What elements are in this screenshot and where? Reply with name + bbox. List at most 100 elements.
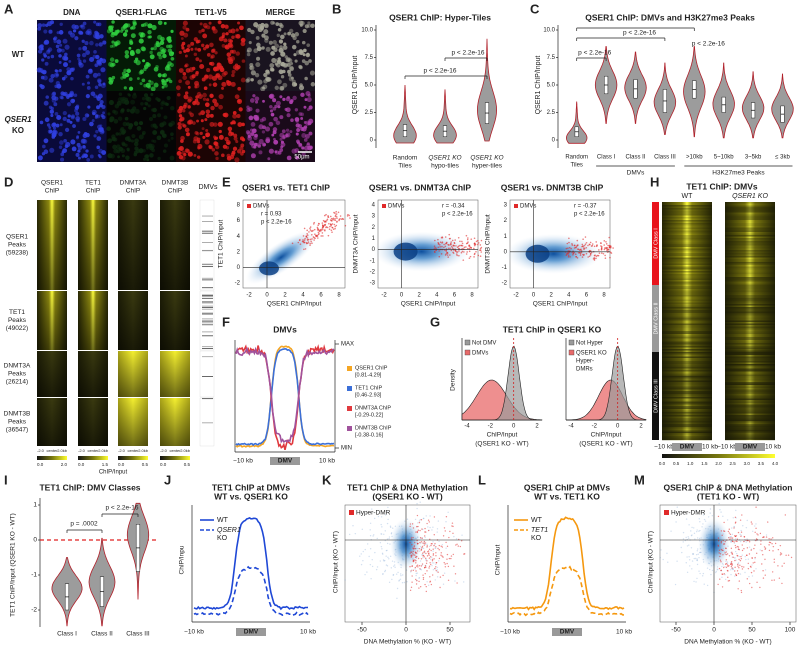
row-label: (49022) [6,325,28,332]
nucleus [193,37,198,42]
nucleus [294,59,298,63]
nucleus [308,105,313,110]
nucleus [194,80,200,86]
density-core [259,261,279,276]
dmv-point [291,242,294,245]
nucleus [231,35,235,40]
heatmap-row [725,206,775,208]
dmv-point [344,224,347,227]
heatmap-row [725,268,775,270]
dmv-point [585,252,588,255]
nucleus [177,125,182,130]
nucleus [115,41,119,46]
stat: r = 0.93 [261,212,282,218]
panel-subtitle: WT vs. QSER1 KO [214,491,288,501]
hyper-dmr-point [743,540,745,543]
nucleus [161,73,166,78]
tick-label: 0.5 [673,461,680,466]
dmv-point [297,241,300,244]
hyper-dmr-point [730,565,733,568]
point [399,578,402,580]
stat: p < 2.2e-16 [574,212,605,218]
nucleus [217,75,223,81]
heatmap-row [662,256,712,258]
heatmap-row [725,274,775,276]
nucleus [196,137,201,142]
dmv-point [460,251,463,254]
hyper-dmr-point [751,586,753,589]
heatmap-row [725,224,775,226]
point [730,540,733,542]
hyper-dmr-point [420,558,423,560]
panel-subtitle: (TET1 KO - WT) [697,491,759,501]
nucleus [263,29,269,35]
tick-label: 4 [301,293,305,299]
heatmap-row [662,374,712,376]
nucleus [275,62,281,68]
dmv-point [573,247,576,249]
hyper-dmr-point [456,582,458,584]
point [436,569,439,571]
dmv-point [452,252,455,254]
hyper-dmr-point [754,556,756,559]
nucleus [52,126,57,130]
hyper-dmr-point [718,549,721,551]
heatmap-row [662,350,712,352]
point [427,526,429,528]
dmv-point [324,220,326,222]
hyper-dmr-point [736,545,739,548]
nucleus [278,69,284,74]
heatmap-row [725,376,775,378]
nucleus [53,39,57,44]
hyper-dmr-point [770,538,772,540]
heatmap-row [662,277,712,279]
nucleus [115,132,119,136]
legend-label: DNMT3B ChIP [355,425,392,431]
point [711,569,714,572]
tick-label: -2 [513,293,519,299]
tick-label: 5.0 [365,83,374,89]
heatmap-row [725,400,775,402]
point [699,572,701,575]
nucleus [148,79,152,83]
dmv-point [445,253,448,255]
hyper-dmr-point [444,566,447,568]
point [730,569,732,571]
point [369,529,371,531]
panel-letter: L [478,472,486,487]
dmv-point [455,251,458,253]
point [422,557,424,559]
hyper-dmr-point [717,515,720,518]
legend-label: WT [531,517,543,524]
point [383,560,385,562]
legend-label: Not DMV [472,341,496,347]
stat: p < 2.2e-16 [261,220,292,226]
heatmap-row [725,263,775,265]
nucleus [292,95,297,101]
nucleus [306,97,312,103]
nucleus [232,121,236,125]
nucleus [107,138,113,144]
hyper-dmr-point [772,545,775,548]
point [690,534,693,537]
heatmap-row [662,245,712,247]
tick-label: −10 kb [654,444,674,451]
nucleus [271,57,277,64]
tick-label: 10 kb [616,629,632,636]
nucleus [143,157,147,161]
category-label: Class II [625,155,645,161]
heatmap-row [662,329,712,331]
hyper-dmr-point [430,549,432,552]
density-core [393,242,418,261]
point [385,549,388,552]
nucleus [72,124,76,128]
hyper-dmr-point [773,561,776,563]
heatmap-row [662,388,712,390]
hyper-dmr-point [421,552,424,554]
heatmap-row [662,389,712,391]
nucleus [170,29,174,33]
nucleus [300,127,305,131]
nucleus [45,95,49,99]
dmv-point [567,252,570,255]
hyper-dmr-point [748,582,751,585]
